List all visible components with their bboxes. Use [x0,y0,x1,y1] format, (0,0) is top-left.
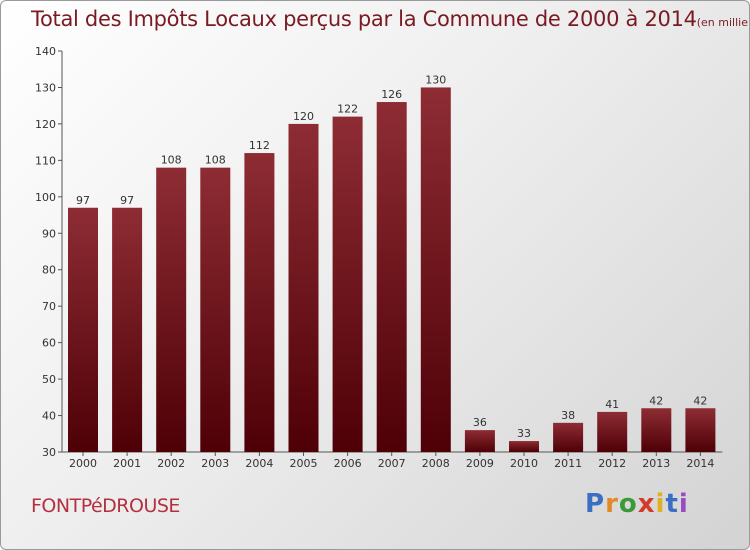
logo-letter: o [618,489,638,519]
y-tick-label: 80 [42,264,56,277]
x-tick-label-2010: 2010 [510,457,538,470]
bar-2006 [332,116,363,453]
bar-2011 [553,422,584,452]
axes: 30 40 50 60 70 80 90 100 110 120 130 140 2000 2001 200… [35,45,723,470]
value-label-2001: 97 [120,194,134,207]
y-tick-label: 140 [35,45,56,58]
x-tick-label-2009: 2009 [466,457,494,470]
x-tick-label-2006: 2006 [334,457,362,470]
y-tick-label: 30 [42,446,56,459]
y-tick-label: 60 [42,337,56,350]
x-tick-label-2001: 2001 [113,457,141,470]
bar-2012 [597,411,628,452]
value-label-2009: 36 [473,416,487,429]
value-label-2012: 41 [605,398,619,411]
y-tick-label: 90 [42,227,56,240]
chart-title: Total des Impôts Locaux perçus par la Co… [31,7,749,31]
bar-2009 [464,430,495,452]
x-tick-label-2011: 2011 [554,457,582,470]
y-tick-label: 50 [42,373,56,386]
logo-letter: i [655,489,666,519]
logo-letter: P [585,489,606,519]
value-label-2004: 112 [249,139,270,152]
x-tick-label-2000: 2000 [69,457,97,470]
bar-2013 [641,408,672,452]
value-labels: 97 97 108 108 112 120 122 126 130 36 33 38 41 42 42 [76,73,707,440]
y-tick-label: 120 [35,118,56,131]
bar-2010 [509,441,539,452]
x-tick-label-2012: 2012 [598,457,626,470]
value-label-2002: 108 [161,154,182,167]
bar-2003 [200,167,231,452]
bar-2007 [376,102,407,452]
y-tick-label: 130 [35,81,56,94]
bar-2001 [112,207,143,452]
y-tick-label: 100 [35,191,56,204]
value-label-2014: 42 [693,394,707,407]
value-label-2011: 38 [561,409,575,422]
x-tick-label-2008: 2008 [422,457,450,470]
value-label-2006: 122 [337,103,358,116]
bar-2000 [68,207,98,452]
proxiti-logo: Proxiti [585,489,689,519]
commune-name: FONTPéDROUSE [31,495,180,517]
bar-2008 [420,87,451,453]
title-text: Total des Impôts Locaux perçus par la Co… [31,7,697,31]
value-label-2008: 130 [425,73,446,86]
logo-letter: i [678,489,689,519]
unit-note: (en milliers d'€) [696,16,749,29]
bars [68,87,716,453]
value-label-2007: 126 [381,88,402,101]
y-tick-label: 110 [35,154,56,167]
x-tick-label-2014: 2014 [686,457,714,470]
y-tick-label: 70 [42,300,56,313]
bar-2004 [244,153,275,452]
x-tick-label-2007: 2007 [378,457,406,470]
x-tick-label-2013: 2013 [642,457,670,470]
x-tick-label-2002: 2002 [157,457,185,470]
bar-2014 [685,408,716,452]
logo-letter: x [637,489,656,519]
value-label-2010: 33 [517,427,531,440]
x-tick-label-2004: 2004 [245,457,273,470]
bar-2002 [156,167,187,452]
y-tick-label: 40 [42,410,56,423]
value-label-2005: 120 [293,110,314,123]
value-label-2013: 42 [649,394,663,407]
logo-letter: r [605,489,619,519]
logo-letter: t [665,489,679,519]
value-label-2003: 108 [205,154,226,167]
value-label-2000: 97 [76,194,90,207]
bar-2005 [288,123,319,452]
x-tick-label-2005: 2005 [290,457,318,470]
x-tick-label-2003: 2003 [201,457,229,470]
